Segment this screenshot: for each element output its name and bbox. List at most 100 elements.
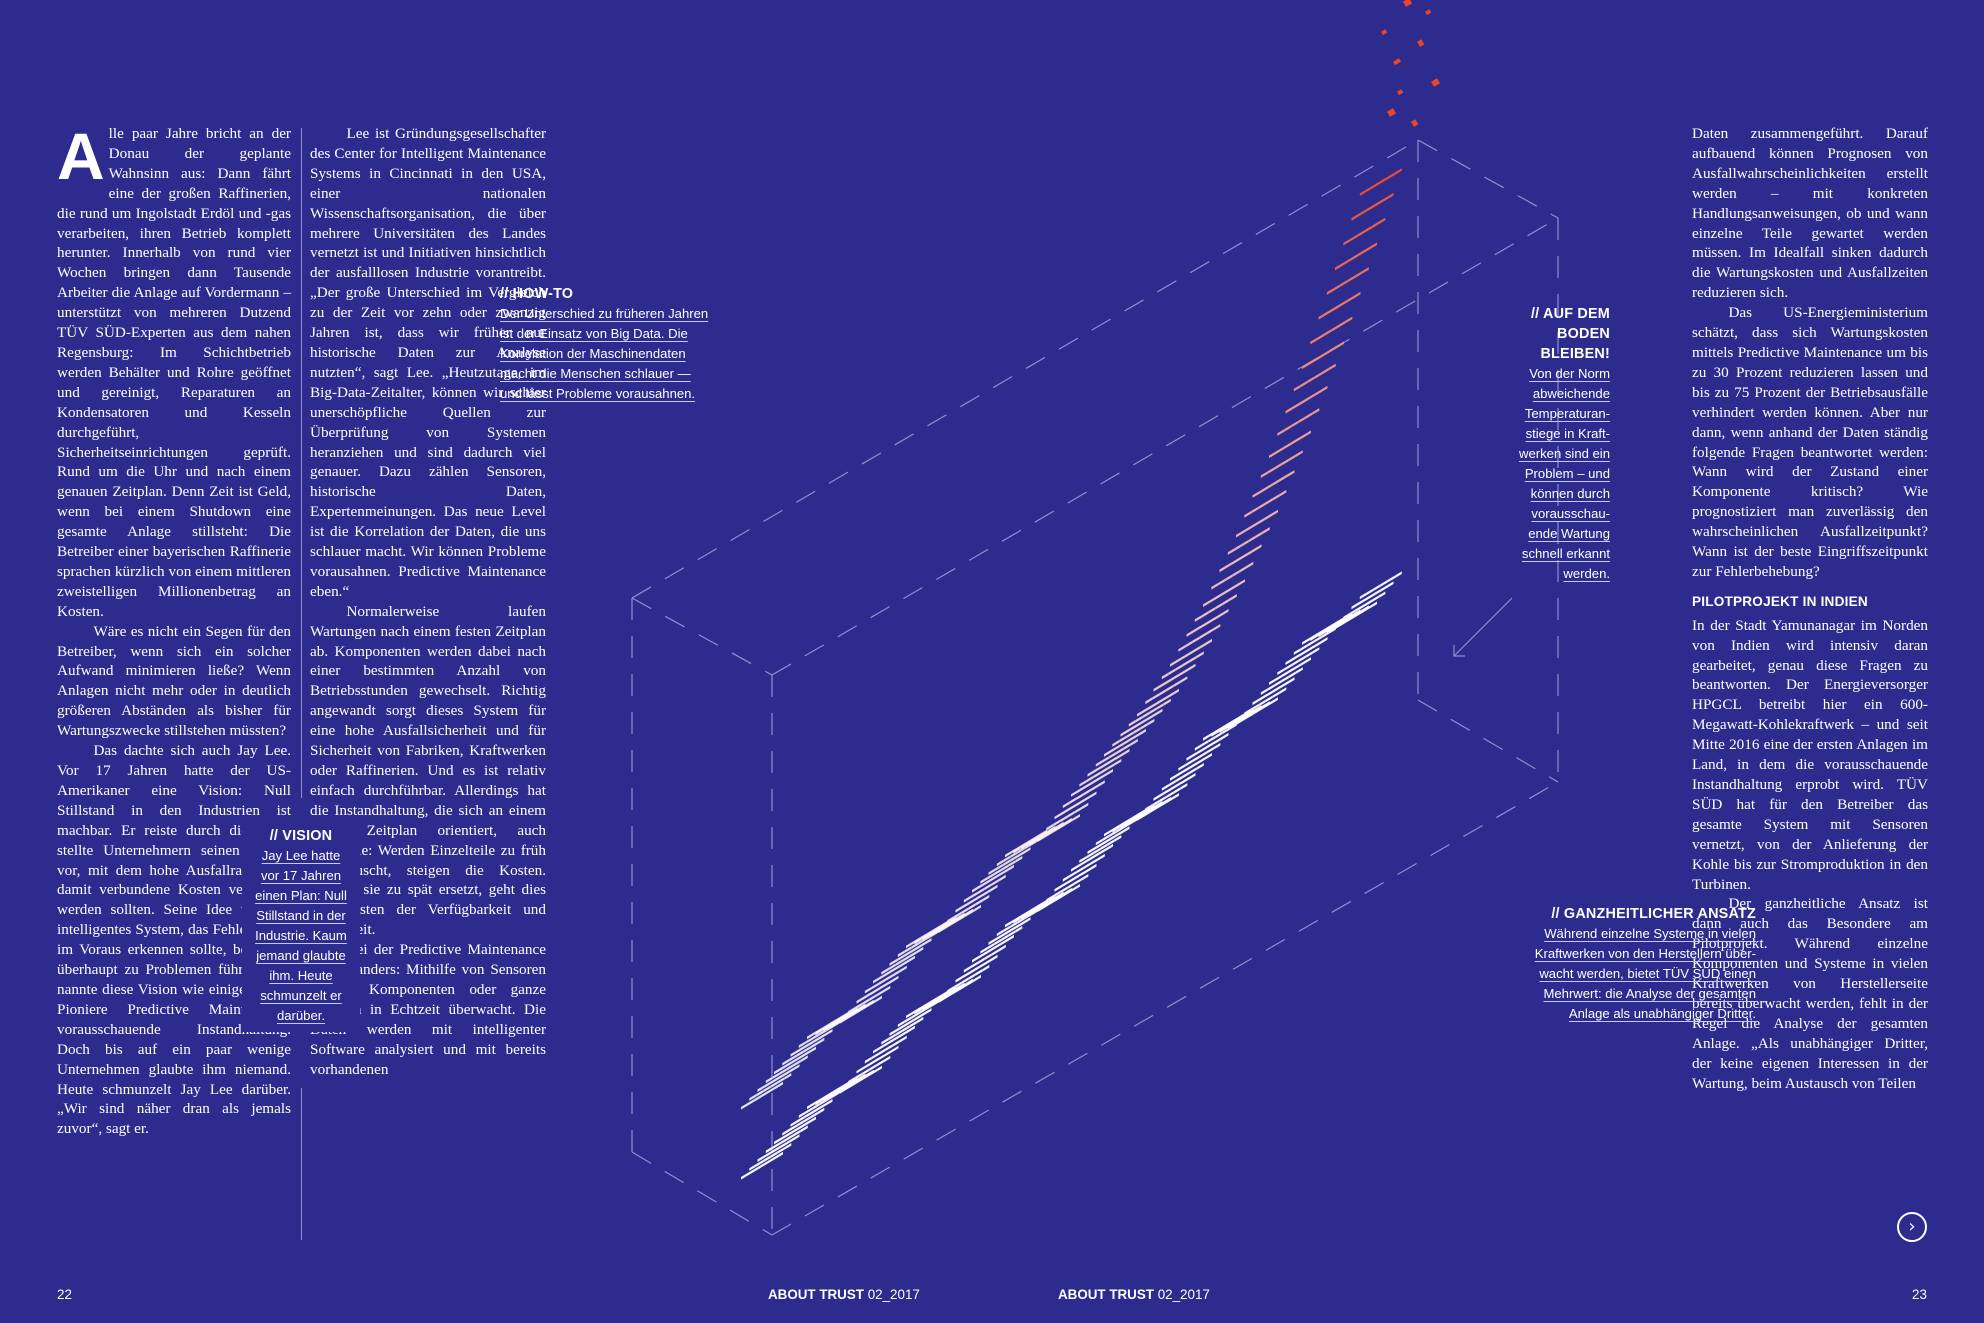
ribbon-warm-tile xyxy=(1388,172,1395,179)
ribbon-warm-tile xyxy=(1316,354,1323,361)
ribbon-warm-tile xyxy=(1268,467,1275,474)
ribbon-warm-tile xyxy=(1217,592,1224,599)
sidebar-line: Stillstand in der xyxy=(242,906,360,926)
ribbon-warm-tile xyxy=(1374,181,1381,188)
ribbon-warm-tile xyxy=(1258,503,1265,510)
sidebar-line: Korrelation der Maschinendaten xyxy=(500,344,750,364)
ribbon-cool-tile xyxy=(1180,783,1187,790)
ribbon-fragment xyxy=(1387,108,1396,117)
ribbon-warm-tile xyxy=(1255,544,1262,551)
ribbon-warm-tile xyxy=(1083,796,1090,803)
ribbon-warm-tile xyxy=(1261,471,1268,478)
ribbon-warm-tile xyxy=(1387,193,1394,200)
ribbon-warm-tile xyxy=(1190,656,1197,663)
ribbon-warm-tile xyxy=(1249,536,1256,543)
sidebar-howto: // HOW-TO Der Unterschied zu früheren Ja… xyxy=(500,284,750,404)
pointer-arrow xyxy=(1454,598,1512,656)
frame-edge xyxy=(632,598,772,675)
ribbon-fragment xyxy=(1425,9,1431,15)
ribbon-warm-tile xyxy=(741,1103,748,1110)
column-rule xyxy=(301,1088,302,1240)
ribbon-cool-tile xyxy=(982,965,989,972)
sidebar-heading: // HOW-TO xyxy=(500,284,750,304)
next-page-button[interactable]: › xyxy=(1897,1212,1927,1242)
ribbon-warm-tile xyxy=(1381,177,1388,184)
page-number-left: 22 xyxy=(57,1287,72,1302)
ribbon-warm-tile xyxy=(1305,412,1312,419)
sidebar-line: jemand glaubte xyxy=(242,946,360,966)
ribbon-warm-tile xyxy=(1070,797,1077,804)
ribbon-warm-tile xyxy=(1170,660,1177,667)
ribbon-warm-tile xyxy=(1183,660,1190,667)
ribbon-warm-tile xyxy=(1380,197,1387,204)
sidebar-line: Jay Lee hatte xyxy=(242,846,360,866)
ribbon-fragment xyxy=(1381,29,1387,35)
ribbon-warm-tile xyxy=(1234,557,1241,564)
ribbon-warm-tile xyxy=(1362,267,1369,274)
ribbon-warm-tile xyxy=(1198,643,1205,650)
ribbon-warm-tile xyxy=(1257,518,1264,525)
ribbon-warm-tile xyxy=(1152,693,1159,700)
ribbon-warm-tile xyxy=(1345,317,1352,324)
brand-name: ABOUT TRUST xyxy=(1058,1287,1154,1302)
paragraph: In der Stadt Yamunanagar im Norden von I… xyxy=(1692,616,1928,895)
ribbon-warm-tile xyxy=(1347,296,1354,303)
sidebar-heading: // VISION xyxy=(242,826,360,846)
sidebar-line: schmunzelt er xyxy=(242,986,360,1006)
sidebar-line: Industrie. Kaum xyxy=(242,926,360,946)
sidebar-heading: // GANZHEITLICHER ANSATZ xyxy=(1480,904,1756,924)
ribbon-warm-tile xyxy=(1356,251,1363,258)
ribbon-warm-tile xyxy=(1224,588,1231,595)
ribbon-warm-tile xyxy=(1329,364,1336,371)
data-visualization xyxy=(0,0,1984,1323)
ribbon-warm-tile xyxy=(1178,645,1185,652)
sidebar-heading: // AUF DEM xyxy=(1480,304,1610,324)
ribbon-warm-tile xyxy=(1349,255,1356,262)
ribbon-warm-tile xyxy=(1276,447,1283,454)
ribbon-warm-tile xyxy=(1348,276,1355,283)
paragraph: Daten zusammengeführt. Darauf aufbauend … xyxy=(1692,124,1928,303)
ribbon-warm-tile xyxy=(1084,789,1091,796)
sidebar-line: werden. xyxy=(1480,564,1610,584)
ribbon-group xyxy=(741,0,1445,1180)
ribbon-cool-tile xyxy=(1074,878,1081,885)
ribbon-warm-tile xyxy=(1067,811,1074,818)
ribbon-warm-tile xyxy=(1321,386,1328,393)
ribbon-fragment xyxy=(1411,119,1418,127)
ribbon-warm-tile xyxy=(1202,611,1209,618)
ribbon-warm-tile xyxy=(1370,242,1377,249)
page-number-right: 23 xyxy=(1912,1287,1927,1302)
ribbon-warm-tile xyxy=(1222,609,1229,616)
sidebar-line: Anlage als unabhängiger Dritter. xyxy=(1480,1004,1756,1024)
ribbon-warm-tile xyxy=(1238,579,1245,586)
ribbon-warm-tile xyxy=(1308,376,1315,383)
ribbon-warm-tile xyxy=(1293,403,1300,410)
ribbon-cool-tile xyxy=(1062,881,1069,888)
ribbon-warm-tile xyxy=(1166,685,1173,692)
ribbon-warm-tile xyxy=(1192,637,1199,644)
ribbon-warm-tile xyxy=(1206,628,1213,635)
ribbon-warm-tile xyxy=(1215,613,1222,620)
ribbon-warm-tile xyxy=(1341,280,1348,287)
ribbon-warm-tile xyxy=(1069,804,1076,811)
ribbon-warm-tile xyxy=(1264,514,1271,521)
ribbon-warm-tile xyxy=(1177,656,1184,663)
sidebar-line: Während einzelne Systeme in vielen xyxy=(1480,924,1756,944)
ribbon-warm-tile xyxy=(1283,443,1290,450)
ribbon-warm-tile xyxy=(1330,346,1337,353)
ribbon-warm-tile xyxy=(1185,641,1192,648)
ribbon-fragment xyxy=(1397,89,1403,95)
frame-edge xyxy=(772,218,1558,675)
sidebar-heading: BLEIBEN! xyxy=(1480,344,1610,364)
ribbon-warm-tile xyxy=(1121,730,1128,737)
ribbon-warm-tile xyxy=(1169,668,1176,675)
issue-number: 02_2017 xyxy=(1158,1287,1210,1302)
ribbon-warm-tile xyxy=(975,899,982,906)
ribbon-warm-tile xyxy=(1189,664,1196,671)
ribbon-warm-tile xyxy=(1235,544,1242,551)
ribbon-warm-tile xyxy=(1077,793,1084,800)
sidebar-line: einen Plan: Null xyxy=(242,886,360,906)
ribbon-warm-tile xyxy=(1232,570,1239,577)
paragraph: lle paar Jahre bricht an der Donau der g… xyxy=(57,124,291,622)
ribbon-warm-tile xyxy=(1243,527,1250,534)
